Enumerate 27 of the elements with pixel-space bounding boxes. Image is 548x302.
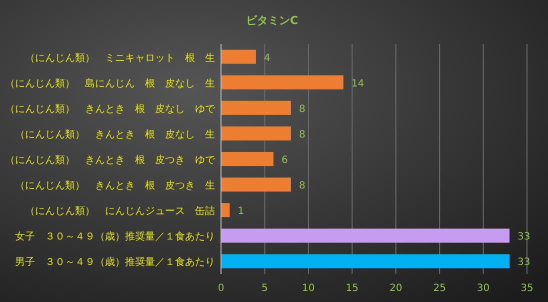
x-tick-label: 20 [389, 283, 402, 294]
y-tick-label: （にんじん類） 島にんじん 根 皮なし 生 [5, 77, 215, 90]
y-tick-label: （にんじん類） ミニキャロット 根 生 [25, 52, 215, 64]
y-tick-label: （にんじん類） きんとき 根 皮つき 生 [15, 180, 215, 192]
data-label: 8 [298, 104, 306, 115]
data-label: 33 [518, 232, 530, 243]
data-label: 33 [518, 257, 530, 268]
y-tick-label: （にんじん類） きんとき 根 皮なし ゆで [5, 102, 216, 115]
y-tick-label: （にんじん類） きんとき 根 皮なし 生 [15, 128, 215, 140]
y-tick-label: （にんじん類） きんとき 根 皮つき ゆで [5, 154, 216, 166]
data-label: 6 [281, 155, 288, 166]
data-label: 4 [264, 52, 270, 64]
chart-title: ビタミンC [246, 14, 298, 27]
x-tick-label: 25 [433, 283, 446, 294]
x-tick-label: 0 [218, 283, 224, 294]
data-label: 8 [298, 180, 306, 192]
x-tick-label: 10 [302, 283, 315, 294]
data-label: 8 [298, 129, 306, 140]
data-label: 14 [351, 78, 364, 90]
x-tick-label: 15 [346, 283, 359, 294]
y-tick-label: 女子 ３０～４９（歳）推奨量／１食あたり [15, 230, 215, 243]
y-tick-label: 男子 ３０～４９（歳）推奨量／１食あたり [15, 256, 215, 268]
data-label: 1 [238, 206, 244, 218]
y-tick-label: （にんじん類） にんじんジュース 缶詰 [25, 205, 215, 218]
x-tick-label: 30 [476, 283, 490, 294]
x-tick-label: 35 [520, 283, 534, 294]
x-tick-label: 5 [262, 283, 268, 294]
